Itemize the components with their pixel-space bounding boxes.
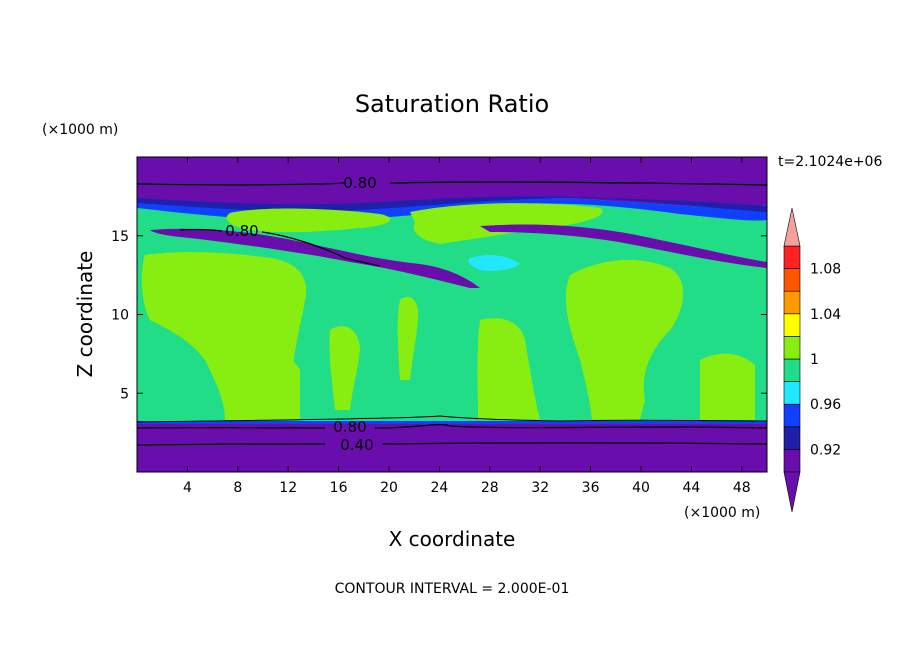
x-tick-label: 16 [330,480,348,496]
x-tick-label: 4 [183,480,192,496]
y-tick-label: 5 [120,386,129,402]
colorbar-under-arrow [783,471,801,513]
x-tick-label: 24 [430,480,448,496]
y-axis-label: Z coordinate [73,251,97,378]
colorbar-swatch [783,268,801,292]
column-5 [700,353,755,420]
colorbar-tick-label: 1.04 [810,307,841,323]
column-4 [565,259,684,420]
contour-label: 0.80 [333,418,366,436]
colorbar-swatch [783,381,801,405]
y-tick-label: 10 [111,308,129,324]
footer-contour-interval: CONTOUR INTERVAL = 2.000E-01 [335,581,570,597]
contour-label: 0.40 [340,436,373,454]
contour-surface [137,415,767,423]
contour-bottom-040 [137,442,767,446]
y-axis-ticks: 5 10 15 [111,229,767,402]
contour-label: 0.80 [225,222,258,240]
colorbar-tick-label: 1.08 [810,262,841,278]
layer-upper-purple-streak [150,228,480,288]
layer-upper-cyan [468,255,520,271]
layer-upper-green-2 [410,203,603,244]
x-unit-label: (×1000 m) [684,505,760,521]
layer-upper-purple-streak-2 [480,224,767,268]
colorbar-swatch [783,313,801,337]
column-6 [397,296,419,380]
colorbar-tick-label: 1 [810,352,819,368]
x-tick-label: 36 [582,480,600,496]
x-axis-label: X coordinate [389,527,516,551]
layer-bottom-purple [137,421,767,472]
colorbar-swatch [783,245,801,269]
contour-upper-080 [179,228,381,267]
contour-label: 0.80 [343,174,376,192]
contour-labels: 0.80 0.80 0.80 0.40 [225,174,376,454]
x-tick-label: 40 [632,480,650,496]
colorbar-swatch [783,426,801,450]
colorbar-swatch [783,449,801,473]
colorbar-swatch [783,336,801,360]
column-2 [245,354,300,420]
layer-upper-navy [137,196,767,212]
y-unit-label: (×1000 m) [42,122,118,138]
layer-top-purple [137,157,767,190]
y-tick-label: 15 [111,229,129,245]
chart-title: Saturation Ratio [355,90,549,118]
contour-top-080 [137,181,767,186]
contour-bottom-080 [137,423,767,429]
x-tick-label: 48 [733,480,751,496]
x-tick-label: 8 [233,480,242,496]
colorbar-swatch [783,358,801,382]
layer-upper-green [226,208,391,233]
x-axis-ticks: 4 8 12 16 20 24 28 32 36 40 44 48 [183,157,751,496]
layer-bottom-blue [137,421,767,424]
colorbar-swatch [783,290,801,315]
colorbar: 0.92 0.96 1 1.04 1.08 [783,207,841,513]
x-tick-label: 12 [279,480,297,496]
colorbar-over-arrow [783,207,801,247]
x-tick-label: 20 [380,480,398,496]
x-tick-label: 28 [481,480,499,496]
column-3 [477,318,540,420]
x-tick-label: 44 [682,480,700,496]
contour-field [137,157,767,472]
colorbar-tick-label: 0.96 [810,397,841,413]
x-tick-label: 32 [531,480,549,496]
colorbar-tick-label: 0.92 [810,442,841,458]
colorbar-swatch [783,403,801,428]
time-label: t=2.1024e+06 [778,154,882,170]
column-7 [329,326,360,410]
